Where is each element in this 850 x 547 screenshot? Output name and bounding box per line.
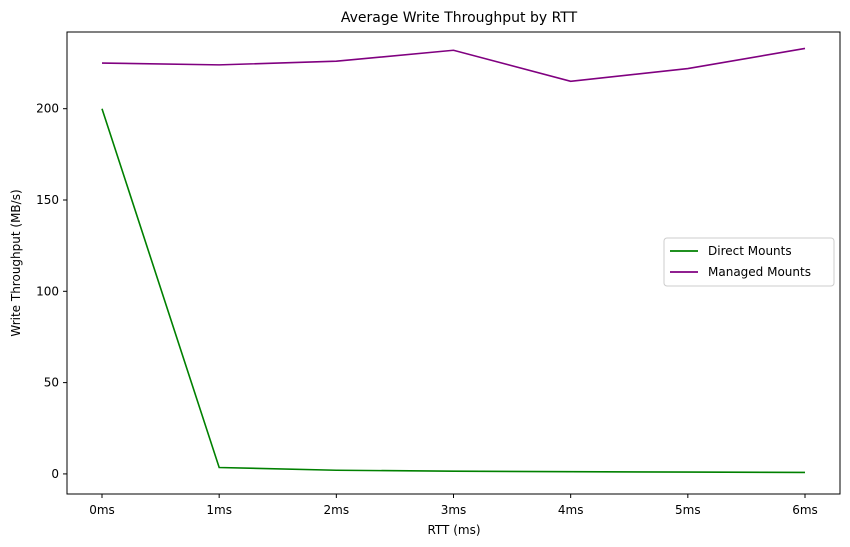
y-axis-label: Write Throughput (MB/s) [9,189,23,336]
x-tick-label: 4ms [558,503,584,517]
y-tick-label: 100 [36,284,59,298]
y-tick-label: 150 [36,193,59,207]
x-tick-label: 6ms [792,503,818,517]
legend-box [663,237,835,287]
y-tick-label: 200 [36,102,59,116]
legend-label: Managed Mounts [708,265,811,279]
legend-label: Direct Mounts [708,244,792,258]
chart-title: Average Write Throughput by RTT [341,10,578,26]
x-tick-label: 3ms [441,503,467,517]
series-line-managed-mounts [101,47,806,83]
legend: Direct Mounts Managed Mounts [663,237,835,287]
y-tick-label: 50 [44,376,59,390]
y-axis: 0 50 100 150 200 [36,102,67,481]
series-lines [101,47,806,474]
x-axis: 0ms 1ms 2ms 3ms 4ms 5ms 6ms [89,494,818,517]
x-tick-label: 1ms [206,503,232,517]
x-tick-label: 2ms [324,503,350,517]
x-tick-label: 0ms [89,503,115,517]
series-line-direct-mounts [101,108,806,474]
y-tick-label: 0 [51,467,59,481]
x-axis-label: RTT (ms) [427,523,480,537]
x-tick-label: 5ms [675,503,701,517]
